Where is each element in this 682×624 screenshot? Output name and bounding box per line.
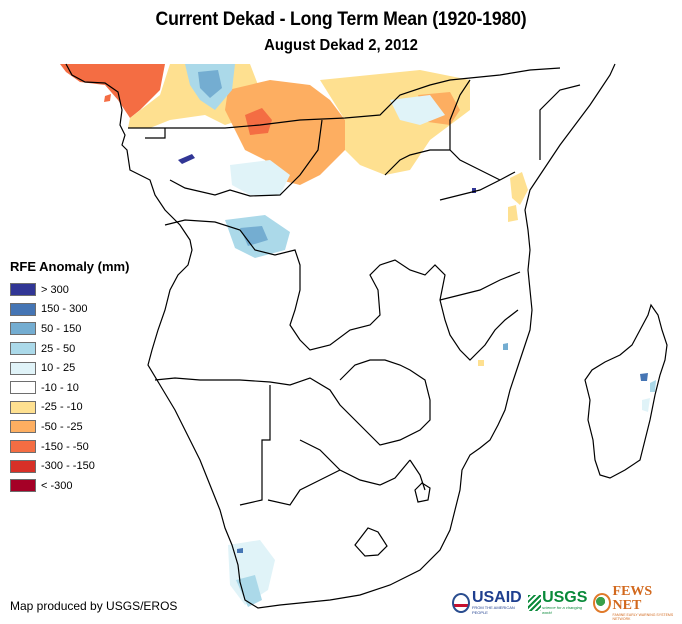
legend-label: 150 - 300 (41, 303, 88, 316)
anomaly-area-sa-lightblue (228, 540, 275, 605)
legend-label: < -300 (41, 479, 73, 492)
anomaly-area-mada-pale (642, 398, 650, 412)
map-title: Current Dekad - Long Term Mean (1920-198… (155, 9, 527, 30)
anomaly-area-east-blue (390, 95, 445, 125)
legend-label: 50 - 150 (41, 322, 82, 335)
usaid-wordmark: USAID (471, 589, 522, 606)
legend-item: 10 - 25 (10, 358, 129, 378)
legend-item: 150 - 300 (10, 300, 129, 320)
legend-swatch (10, 400, 36, 414)
border-line (169, 119, 323, 197)
madagascar-coastline (584, 303, 668, 479)
anomaly-area-angola-blue-core (240, 226, 268, 246)
anomaly-area-mozambique-yellow (478, 360, 484, 366)
anomaly-fills (60, 64, 656, 607)
legend-swatch (10, 381, 36, 395)
border-line (154, 359, 431, 446)
legend-swatch (10, 283, 36, 297)
border-line (384, 149, 501, 181)
map-credit: Map produced by USGS/EROS (10, 599, 178, 613)
legend-label: -10 - 10 (41, 381, 79, 394)
legend-item: -50 - -25 (10, 417, 129, 437)
legend-item: > 300 (10, 280, 129, 300)
partner-logos: USAID FROM THE AMERICAN PEOPLE USGS scie… (452, 585, 682, 621)
lesotho-border (354, 527, 388, 557)
legend-title: RFE Anomaly (mm) (10, 259, 130, 274)
border-line (164, 219, 519, 361)
legend-label: 10 - 25 (41, 362, 76, 375)
border-line (439, 271, 521, 301)
usaid-seal-icon (452, 593, 470, 613)
legend-item: -300 - -150 (10, 456, 129, 476)
legend-item: -25 - -10 (10, 398, 129, 418)
border-line (145, 128, 166, 139)
africa-coastline (65, 63, 616, 609)
legend-swatch (10, 440, 36, 454)
anomaly-area-kenya-coast (510, 172, 528, 205)
map-subtitle: August Dekad 2, 2012 (264, 37, 418, 54)
anomaly-area-tanzania-coast (508, 205, 518, 222)
usaid-logo: USAID FROM THE AMERICAN PEOPLE (452, 589, 524, 615)
anomaly-area-mozambique-blue (503, 343, 508, 350)
usgs-wordmark: USGS (542, 589, 588, 606)
anomaly-area-mada-blue (640, 373, 648, 381)
legend-item: -10 - 10 (10, 378, 129, 398)
legend: RFE Anomaly (mm) > 300 150 - 300 50 - 150 2… (10, 259, 129, 496)
anomaly-area-sa-blue (236, 575, 262, 607)
usgs-logo: USGS science for a changing world (528, 589, 588, 615)
legend-label: -300 - -150 (41, 460, 95, 473)
anomaly-area-car-orange (225, 80, 345, 185)
border-line (267, 469, 341, 506)
globe-icon (592, 593, 611, 613)
usaid-tagline: FROM THE AMERICAN PEOPLE (471, 605, 515, 615)
legend-item: -150 - -50 (10, 437, 129, 457)
border-line (239, 385, 271, 506)
border-line (439, 171, 516, 201)
legend-swatch (10, 342, 36, 356)
legend-swatch (10, 322, 36, 336)
legend-label: -150 - -50 (41, 440, 89, 453)
legend-items: > 300 150 - 300 50 - 150 25 - 50 10 - 25 -10 … (10, 280, 129, 496)
anomaly-area-mada-lightblue (650, 380, 656, 392)
legend-item: 50 - 150 (10, 319, 129, 339)
legend-swatch (10, 420, 36, 434)
legend-label: -25 - -10 (41, 401, 83, 414)
usgs-tagline: science for a changing world (542, 605, 583, 615)
anomaly-area-car-red (245, 108, 272, 135)
legend-swatch (10, 302, 36, 316)
anomaly-area-sa-darkblue (237, 548, 243, 553)
legend-label: > 300 (41, 283, 69, 296)
anomaly-area-congo-darkblue (178, 154, 195, 164)
usgs-wave-icon (528, 595, 542, 611)
coastline-and-borders (65, 63, 668, 609)
legend-item: < -300 (10, 476, 129, 496)
anomaly-area-cameroon-blue-core (198, 70, 222, 98)
border-line (449, 79, 471, 150)
border-line (299, 439, 411, 486)
anomaly-area-drc-lightblue (230, 160, 290, 195)
legend-swatch (10, 479, 36, 493)
border-line (409, 459, 426, 491)
border-line (539, 84, 581, 160)
anomaly-area-bioko (104, 94, 111, 102)
border-line (128, 67, 561, 129)
legend-swatch (10, 361, 36, 375)
legend-label: -50 - -25 (41, 420, 83, 433)
swaziland-border (414, 482, 431, 503)
fewsnet-logo: FEWS NET FAMINE EARLY WARNING SYSTEMS NE… (592, 584, 682, 621)
anomaly-area-west-africa (60, 64, 165, 118)
legend-swatch (10, 459, 36, 473)
legend-item: 25 - 50 (10, 339, 129, 359)
legend-label: 25 - 50 (41, 342, 76, 355)
fewsnet-wordmark: FEWS NET (612, 584, 653, 613)
fewsnet-tagline: FAMINE EARLY WARNING SYSTEMS NETWORK (612, 613, 674, 621)
